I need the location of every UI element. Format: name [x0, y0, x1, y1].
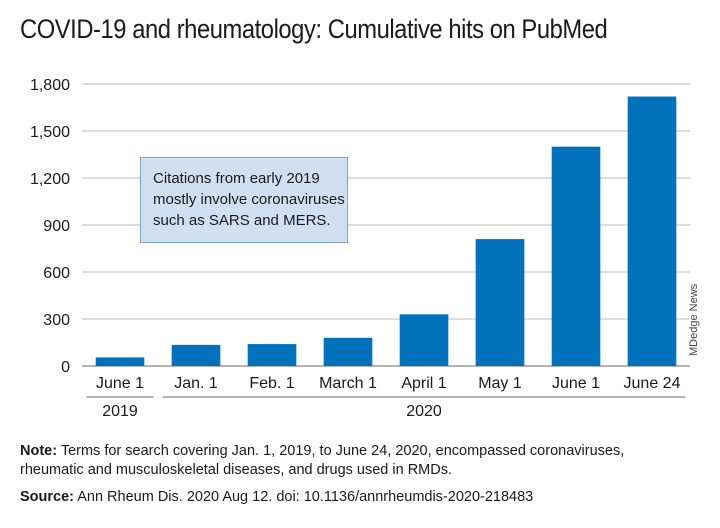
footnote: Note: Terms for search covering Jan. 1, … [20, 442, 710, 480]
source-line: Source: Ann Rheum Dis. 2020 Aug 12. doi:… [20, 488, 533, 507]
y-tick-label: 300 [43, 312, 70, 329]
bar [95, 357, 145, 366]
y-tick-label: 1,200 [30, 171, 70, 188]
y-tick-label: 1,800 [30, 77, 70, 94]
note-text: Terms for search covering Jan. 1, 2019, … [57, 443, 625, 459]
annotation-callout: Citations from early 2019 mostly involve… [140, 157, 348, 243]
x-category-label: June 1 [552, 375, 600, 392]
footnote-line: rheumatic and musculoskeletal diseases, … [20, 462, 452, 478]
bar [551, 146, 601, 366]
bar-chart: 0 300 600 900 1,200 1,500 1,800 June 1 Jan. 1 Fe… [30, 77, 690, 420]
note-label: Note: [20, 443, 58, 459]
x-axis-categories: June 1 Jan. 1 Feb. 1 March 1 April 1 May 1 Jun… [96, 375, 681, 392]
x-category-label: May 1 [478, 375, 522, 392]
annotation-line: Citations from early 2019 [153, 170, 320, 187]
bar [171, 344, 221, 366]
x-category-label: Feb. 1 [249, 375, 294, 392]
x-category-label: March 1 [319, 375, 377, 392]
year-groups: 2019 2020 [86, 396, 686, 420]
x-category-label: June 1 [96, 375, 144, 392]
bar [323, 337, 373, 366]
annotation-line: such as SARS and MERS. [153, 212, 331, 229]
y-axis-ticks: 0 300 600 900 1,200 1,500 1,800 [30, 77, 70, 376]
bar [399, 314, 449, 366]
year-group-label: 2019 [102, 403, 138, 420]
footnote-line: Note: Terms for search covering Jan. 1, … [20, 442, 710, 461]
y-tick-label: 1,500 [30, 124, 70, 141]
y-tick-label: 600 [43, 265, 70, 282]
bar [247, 344, 297, 366]
credit-label: MDedge News [688, 283, 700, 356]
x-category-label: June 24 [624, 375, 681, 392]
bars [95, 96, 677, 367]
x-category-label: April 1 [401, 375, 446, 392]
y-tick-label: 900 [43, 218, 70, 235]
source-text: Ann Rheum Dis. 2020 Aug 12. doi: 10.1136… [74, 489, 534, 505]
annotation-line: mostly involve coronaviruses [153, 191, 345, 208]
chart-title: COVID-19 and rheumatology: Cumulative hi… [20, 14, 608, 44]
source-label: Source: [20, 489, 74, 505]
bar [627, 96, 677, 367]
y-tick-label: 0 [61, 359, 70, 376]
year-group-label: 2020 [406, 403, 442, 420]
bar [475, 239, 525, 366]
x-category-label: Jan. 1 [174, 375, 218, 392]
